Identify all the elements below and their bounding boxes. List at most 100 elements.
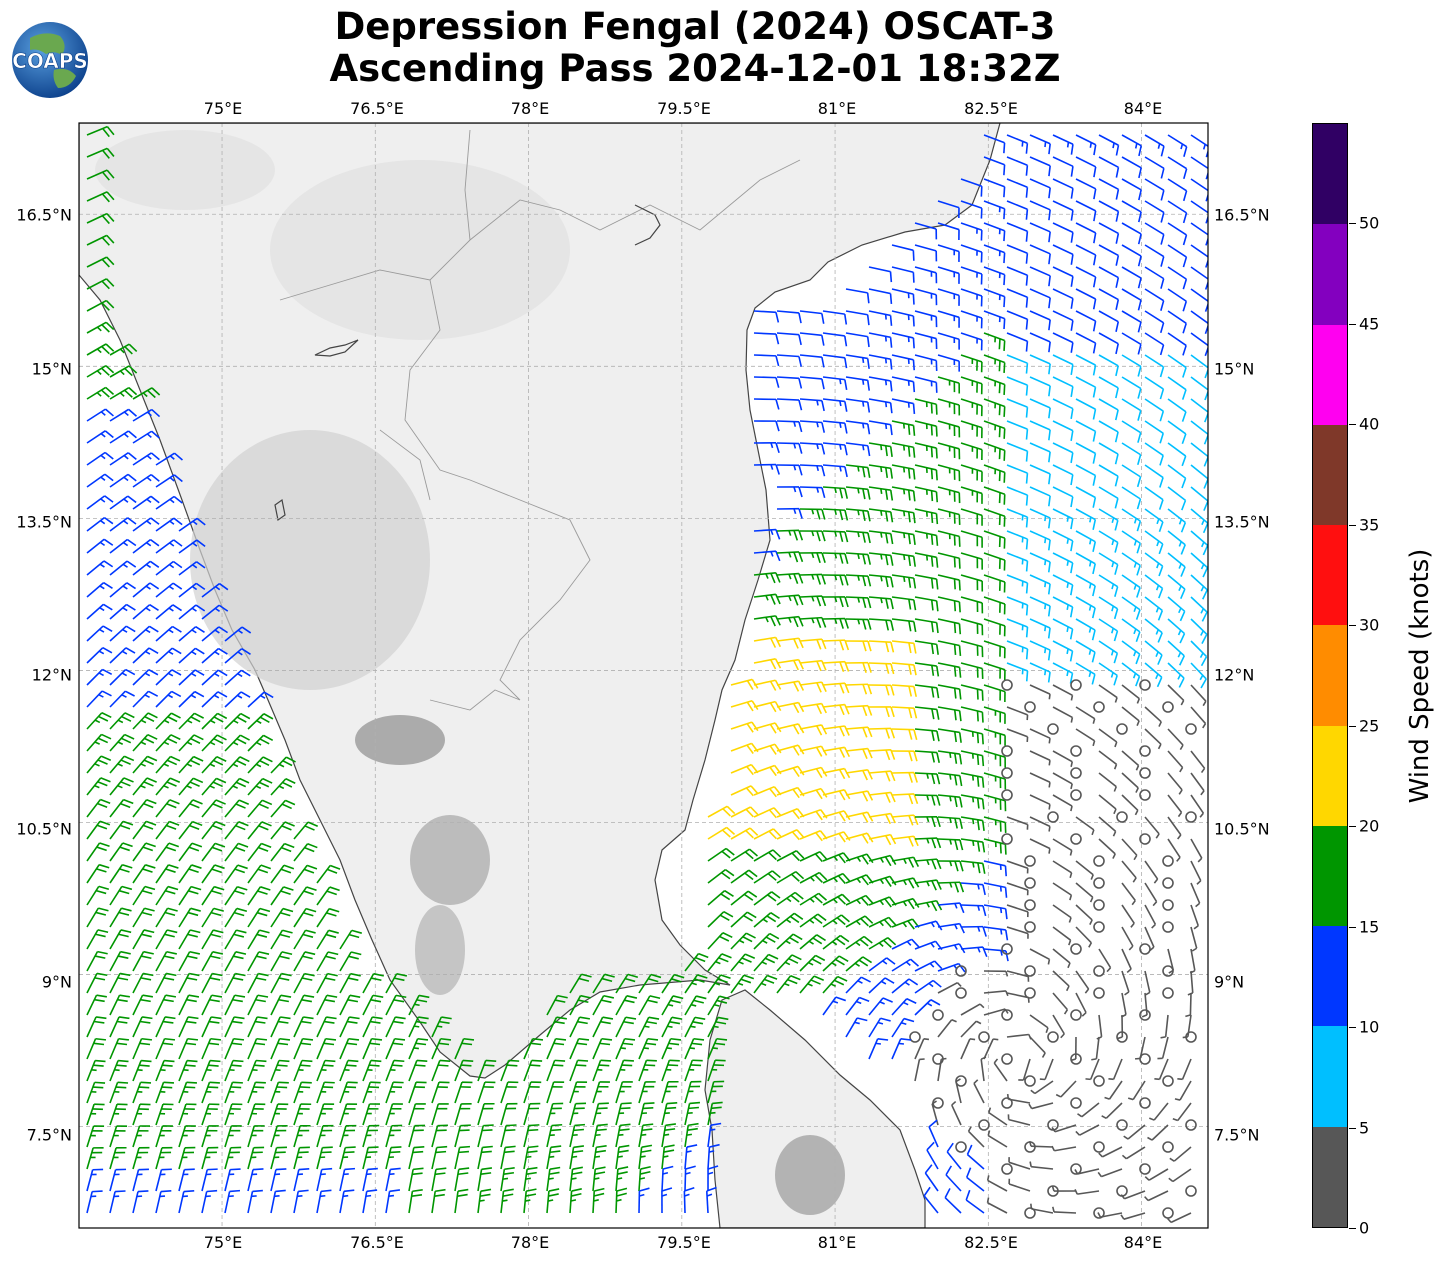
wind-barb xyxy=(799,702,827,715)
wind-barb xyxy=(1052,156,1074,177)
wind-barb xyxy=(270,1059,290,1082)
wind-barb xyxy=(822,398,848,412)
wind-barb xyxy=(638,1081,656,1104)
wind-barb xyxy=(1162,1207,1174,1219)
wind-barb xyxy=(965,1167,985,1192)
wind-barb xyxy=(1147,1124,1169,1141)
wind-barb xyxy=(1006,860,1029,874)
wind-barb xyxy=(1190,706,1207,729)
wind-barb xyxy=(1167,750,1184,773)
wind-barb xyxy=(178,820,203,840)
wind-barb xyxy=(109,1146,127,1170)
wind-barb xyxy=(178,994,200,1016)
wind-barb xyxy=(1029,310,1051,331)
wind-barb xyxy=(132,1168,149,1192)
wind-barb xyxy=(845,310,870,326)
wind-barb xyxy=(1144,266,1165,289)
wind-barb xyxy=(955,987,967,999)
wind-barb xyxy=(431,1016,452,1038)
wind-barb xyxy=(1162,987,1174,999)
wind-barb xyxy=(822,420,848,434)
wind-barb xyxy=(1075,926,1093,948)
wind-barb xyxy=(845,420,871,435)
wind-barb xyxy=(592,1059,612,1082)
wind-barb xyxy=(1006,904,1029,918)
wind-barb xyxy=(247,691,274,708)
wind-barb xyxy=(1139,745,1151,757)
wind-barb xyxy=(477,1188,492,1214)
wind-barb xyxy=(155,994,177,1016)
wind-barb xyxy=(1075,420,1097,442)
wind-barb xyxy=(960,288,983,307)
wind-barb xyxy=(1006,442,1029,462)
wind-barb xyxy=(86,733,112,752)
wind-barb xyxy=(983,420,1006,439)
wind-barb xyxy=(155,1103,174,1126)
wind-barb xyxy=(1154,1058,1169,1081)
wind-barb xyxy=(914,750,940,763)
wind-barb xyxy=(224,994,246,1016)
wind-barb xyxy=(1144,398,1165,422)
wind-barb xyxy=(1070,1053,1082,1065)
wind-barb xyxy=(1190,882,1201,908)
lat-tick-right-16-5: 16.5°N xyxy=(1214,205,1270,225)
wind-barb xyxy=(960,684,984,701)
wind-barb xyxy=(1144,464,1164,488)
wind-barb xyxy=(1098,530,1119,553)
wind-barb xyxy=(1141,992,1148,1018)
wind-barb xyxy=(967,1126,985,1148)
logo-text: COAPS xyxy=(12,49,88,73)
wind-barb xyxy=(914,618,939,634)
wind-barb xyxy=(1121,772,1139,793)
wind-barb xyxy=(1167,464,1187,489)
wind-barb xyxy=(1093,987,1105,999)
wind-barb xyxy=(1167,530,1186,555)
wind-barb xyxy=(799,442,826,455)
wind-barb xyxy=(1144,618,1163,643)
wind-barb xyxy=(201,582,229,598)
wind-barb xyxy=(155,452,183,466)
wind-barb xyxy=(868,530,894,545)
colorbar-label-45: 45 xyxy=(1359,314,1380,334)
wind-barb xyxy=(914,574,939,590)
wind-barb xyxy=(1075,464,1097,486)
wind-barb xyxy=(477,1145,493,1170)
wind-barb xyxy=(86,191,115,203)
wind-barb xyxy=(1121,596,1141,620)
wind-barb xyxy=(1029,772,1051,788)
wind-barb xyxy=(684,1059,703,1082)
wind-barb xyxy=(224,951,247,972)
wind-barb xyxy=(132,733,158,752)
wind-barb xyxy=(1006,486,1029,506)
wind-barb xyxy=(1006,222,1029,242)
wind-barb xyxy=(201,734,227,752)
wind-barb xyxy=(1167,332,1187,356)
wind-barb xyxy=(86,603,113,620)
wind-barb xyxy=(1185,1185,1197,1197)
wind-barb xyxy=(868,552,894,566)
wind-barb xyxy=(891,938,920,950)
wind-barb xyxy=(1029,134,1051,155)
wind-barb xyxy=(155,799,180,818)
wind-barb xyxy=(569,1166,583,1192)
wind-barb xyxy=(132,452,160,466)
wind-barb xyxy=(1098,266,1120,288)
wind-barb xyxy=(454,1081,473,1104)
wind-barb xyxy=(1070,745,1082,757)
wind-barb xyxy=(201,1103,220,1126)
wind-barb xyxy=(799,913,827,928)
wind-barb xyxy=(983,486,1006,505)
wind-barb xyxy=(1075,244,1097,266)
wind-barb xyxy=(201,907,224,928)
wind-barb xyxy=(776,744,805,756)
wind-barb xyxy=(960,794,985,810)
wind-barb xyxy=(408,1059,428,1082)
wind-barb xyxy=(845,442,871,457)
wind-barb xyxy=(270,756,296,774)
lon-tick-bottom-75: 75°E xyxy=(203,1233,243,1252)
wind-barb xyxy=(799,850,828,863)
wind-barb xyxy=(1029,420,1051,441)
wind-barb xyxy=(799,376,825,390)
wind-barb xyxy=(914,920,943,931)
wind-barb xyxy=(960,596,984,614)
